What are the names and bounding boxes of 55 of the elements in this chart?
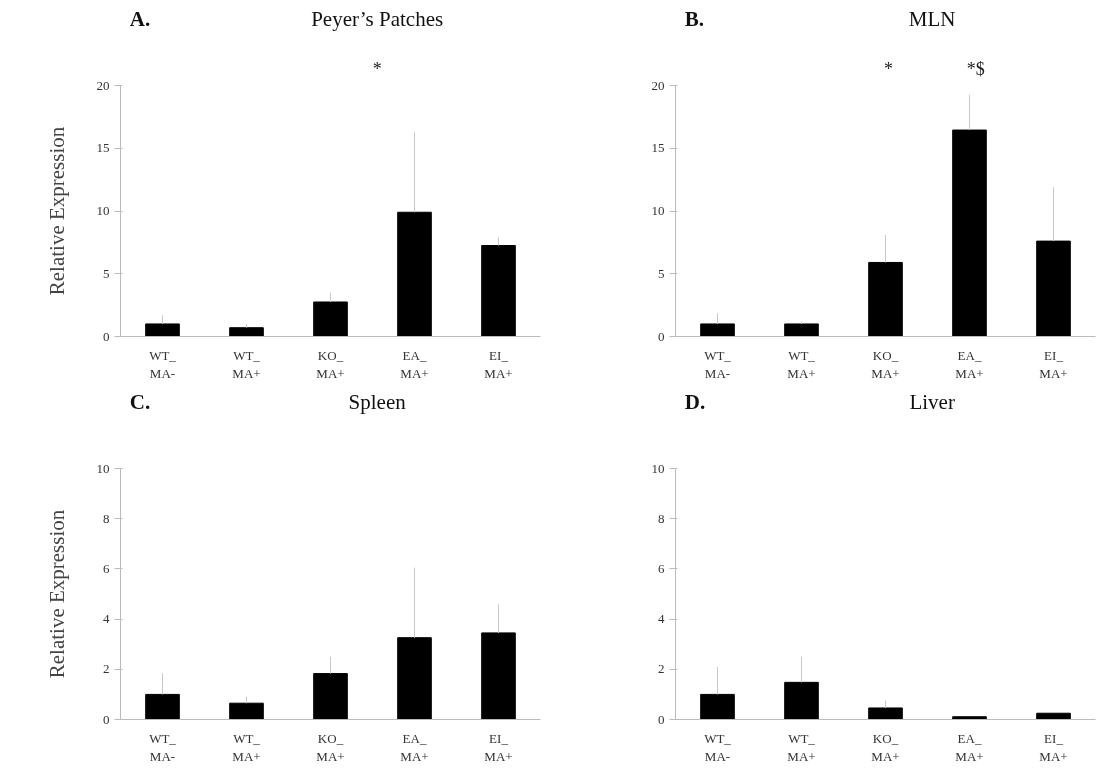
x-tick-label: WT_ MA+ (232, 730, 261, 764)
y-tick-label: 10 (96, 203, 110, 218)
x-tick-label: EI_ MA+ (1039, 730, 1068, 764)
chart-subtitle: A. (129, 6, 151, 31)
y-tick-label: 6 (103, 560, 110, 576)
y-tick-label: 0 (103, 328, 110, 344)
x-tick-label: KO_ MA+ (316, 730, 345, 764)
x-tick-label: EA_ MA+ (400, 347, 429, 381)
chart-title: Spleen (348, 389, 407, 414)
y-tick-label: 15 (651, 140, 665, 156)
y-tick-label: 8 (658, 510, 665, 526)
y-tick-label: 15 (96, 140, 110, 156)
y-tick-label: 6 (658, 560, 665, 576)
text: *$ (966, 58, 985, 79)
x-tick-label: EA_ MA+ (400, 730, 429, 764)
text: * (884, 58, 894, 79)
y-tick-label: 20 (96, 77, 110, 93)
y-tick-label: 5 (658, 265, 665, 281)
x-tick-label: WT_ MA- (704, 730, 732, 764)
chart-title: MLN (908, 6, 956, 31)
x-tick-label: WT_ MA+ (787, 347, 816, 381)
x-tick-label: KO_ MA+ (871, 347, 900, 381)
x-tick-label: WT_ MA- (149, 730, 177, 764)
y-axis-title: Relative Expression (44, 509, 69, 679)
y-tick-label: 4 (103, 611, 110, 627)
x-tick-label: KO_ MA+ (871, 730, 900, 764)
y-tick-label: 0 (103, 711, 110, 727)
y-tick-label: 5 (103, 265, 110, 281)
y-tick-label: 2 (103, 661, 110, 677)
y-tick-label: 20 (651, 77, 665, 93)
y-tick-label: 0 (658, 328, 665, 344)
x-tick-label: EI_ MA+ (484, 730, 513, 764)
x-tick-label: WT_ MA+ (232, 347, 261, 381)
y-tick-label: 10 (96, 460, 110, 476)
x-tick-label: EI_ MA+ (484, 347, 513, 381)
y-tick-label: 10 (651, 460, 665, 476)
x-tick-label: EI_ MA+ (1039, 347, 1068, 381)
y-tick-label: 4 (658, 611, 665, 627)
x-tick-label: WT_ MA- (149, 347, 177, 381)
x-tick-label: WT_ MA+ (787, 730, 816, 764)
x-tick-label: EA_ MA+ (955, 347, 984, 381)
y-axis-title: Relative Expression (44, 126, 69, 296)
chart-title: Peyer’s Patches (311, 6, 444, 31)
chart-subtitle: D. (684, 389, 706, 414)
chart-title: Liver (909, 389, 955, 414)
y-tick-label: 0 (658, 711, 665, 727)
x-tick-label: EA_ MA+ (955, 730, 984, 764)
x-tick-label: KO_ MA+ (316, 347, 345, 381)
chart-subtitle: B. (684, 6, 705, 31)
x-tick-label: WT_ MA- (704, 347, 732, 381)
y-tick-label: 10 (651, 203, 665, 218)
y-tick-label: 2 (658, 661, 665, 677)
y-tick-label: 8 (103, 510, 110, 526)
chart-subtitle: C. (129, 389, 151, 414)
text: * (372, 58, 382, 79)
